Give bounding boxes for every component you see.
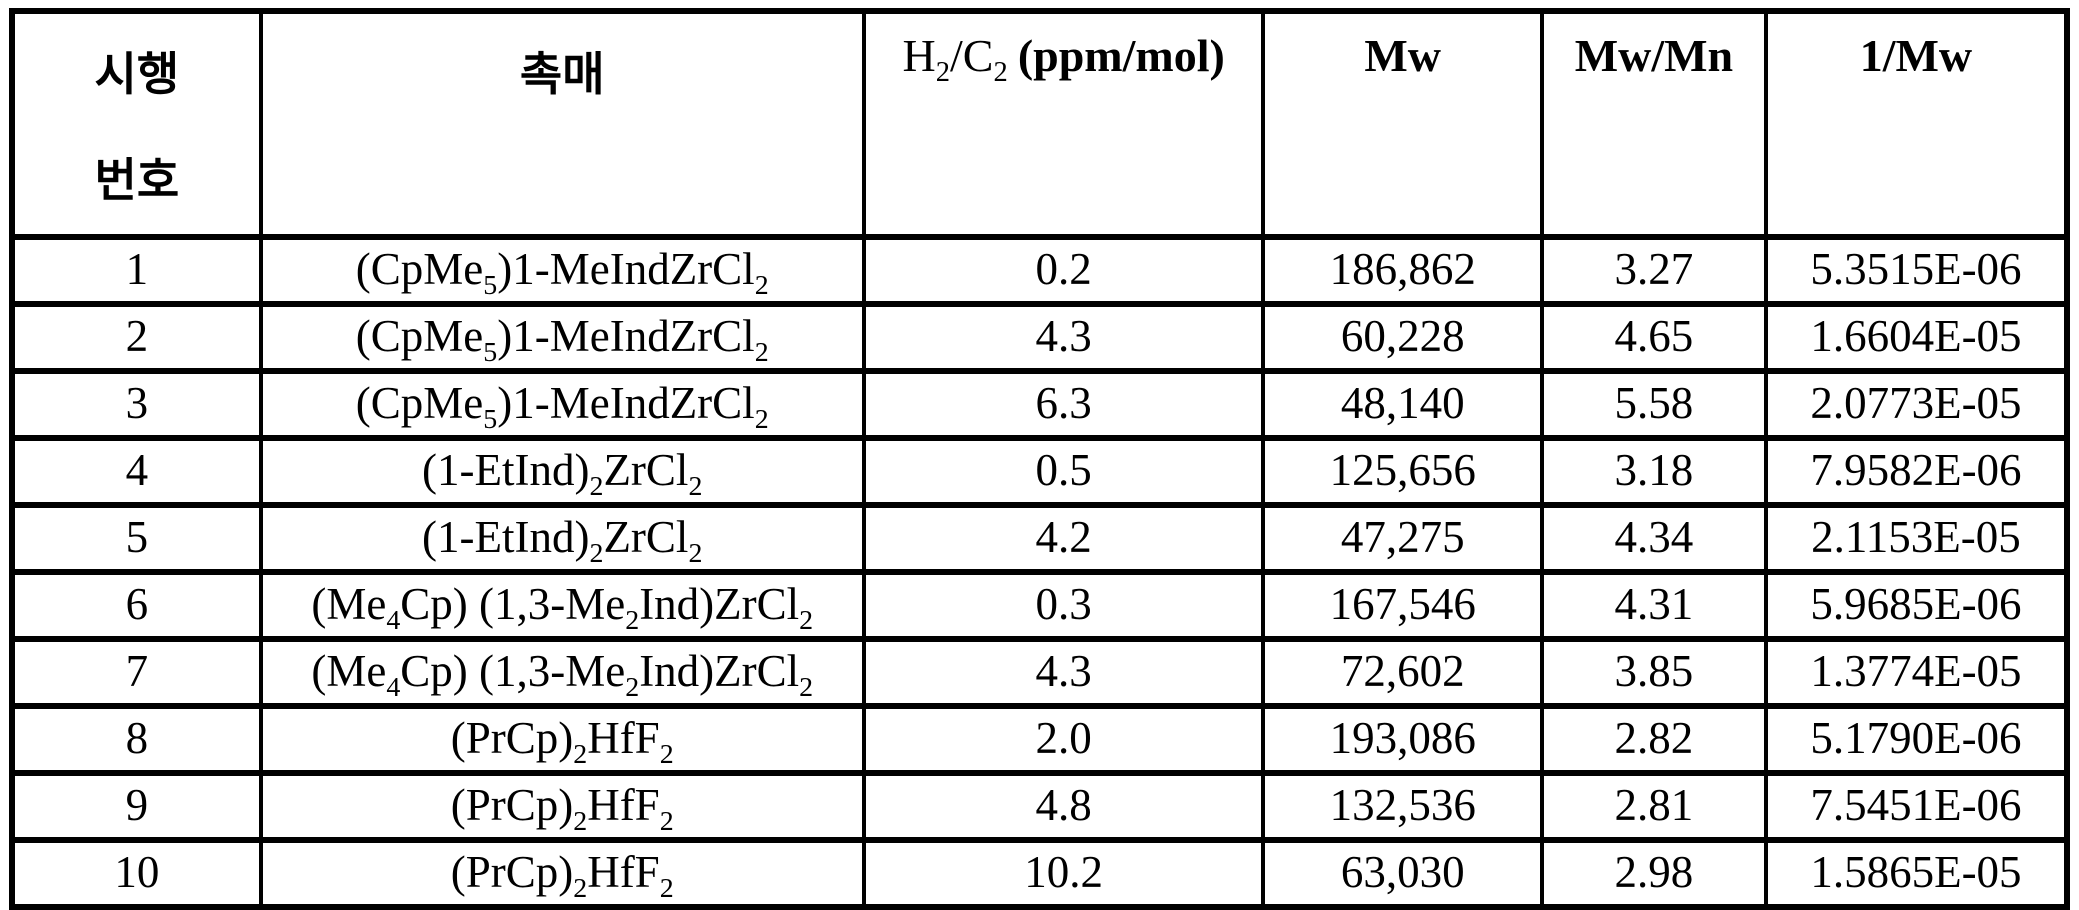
mw-cell: 132,536	[1261, 769, 1544, 843]
catalyst-cell: (PrCp)2HfF2	[258, 769, 866, 843]
run-number-cell: 10	[10, 836, 263, 910]
inv-mw-cell: 1.6604E-05	[1763, 300, 2070, 374]
inv-mw-cell: 5.1790E-06	[1763, 702, 2070, 776]
header-run-number: 시행 번호	[10, 8, 263, 240]
table-row: 8 (PrCp)2HfF2 2.0 193,086 2.82 5.1790E-06	[10, 702, 2070, 776]
h2c2-ratio-cell: 4.3	[861, 300, 1266, 374]
table-header-row: 시행 번호 촉매 H2/C2 (ppm/mol) Mw Mw/Mn 1/Mw	[10, 8, 2070, 240]
header-catalyst: 촉매	[258, 8, 866, 240]
mw-mn-cell: 4.31	[1539, 568, 1768, 642]
catalyst-cell: (1-EtInd)2ZrCl2	[258, 501, 866, 575]
catalyst-cell: (CpMe5)1-MeIndZrCl2	[258, 367, 866, 441]
mw-cell: 63,030	[1261, 836, 1544, 910]
run-number-cell: 9	[10, 769, 263, 843]
h2c2-ratio-cell: 0.3	[861, 568, 1266, 642]
header-h2c2-unit: (ppm/mol)	[1017, 30, 1225, 81]
table-row: 2 (CpMe5)1-MeIndZrCl2 4.3 60,228 4.65 1.6604E…	[10, 300, 2070, 374]
mw-mn-cell: 2.81	[1539, 769, 1768, 843]
h2c2-ratio-cell: 4.3	[861, 635, 1266, 709]
mw-mn-cell: 3.18	[1539, 434, 1768, 508]
run-number-cell: 1	[10, 233, 263, 307]
catalyst-cell: (PrCp)2HfF2	[258, 702, 866, 776]
table-row: 10 (PrCp)2HfF2 10.2 63,030 2.98 1.5865E-05	[10, 836, 2070, 910]
table-row: 6 (Me4Cp) (1,3-Me2Ind)ZrCl2 0.3 167,546 4.31…	[10, 568, 2070, 642]
h2c2-ratio-cell: 0.2	[861, 233, 1266, 307]
mw-mn-cell: 4.34	[1539, 501, 1768, 575]
inv-mw-cell: 5.3515E-06	[1763, 233, 2070, 307]
mw-mn-cell: 4.65	[1539, 300, 1768, 374]
catalyst-cell: (PrCp)2HfF2	[258, 836, 866, 910]
mw-cell: 167,546	[1261, 568, 1544, 642]
h2c2-ratio-cell: 2.0	[861, 702, 1266, 776]
mw-cell: 48,140	[1261, 367, 1544, 441]
inv-mw-cell: 5.9685E-06	[1763, 568, 2070, 642]
table-row: 9 (PrCp)2HfF2 4.8 132,536 2.81 7.5451E-06	[10, 769, 2070, 843]
h2c2-ratio-cell: 6.3	[861, 367, 1266, 441]
table-header: 시행 번호 촉매 H2/C2 (ppm/mol) Mw Mw/Mn 1/Mw	[10, 8, 2070, 240]
document-page: 시행 번호 촉매 H2/C2 (ppm/mol) Mw Mw/Mn 1/Mw 1 (C…	[9, 8, 2070, 910]
header-mw-mn: Mw/Mn	[1539, 8, 1768, 240]
mw-cell: 186,862	[1261, 233, 1544, 307]
inv-mw-cell: 1.5865E-05	[1763, 836, 2070, 910]
inv-mw-cell: 2.1153E-05	[1763, 501, 2070, 575]
header-inv-mw: 1/Mw	[1763, 8, 2070, 240]
inv-mw-cell: 7.5451E-06	[1763, 769, 2070, 843]
header-mw: Mw	[1261, 8, 1544, 240]
table-row: 1 (CpMe5)1-MeIndZrCl2 0.2 186,862 3.27 5.3515…	[10, 233, 2070, 307]
catalyst-cell: (1-EtInd)2ZrCl2	[258, 434, 866, 508]
mw-cell: 125,656	[1261, 434, 1544, 508]
mw-mn-cell: 2.98	[1539, 836, 1768, 910]
mw-cell: 193,086	[1261, 702, 1544, 776]
mw-mn-cell: 2.82	[1539, 702, 1768, 776]
mw-cell: 72,602	[1261, 635, 1544, 709]
h2c2-ratio-cell: 4.2	[861, 501, 1266, 575]
mw-cell: 60,228	[1261, 300, 1544, 374]
header-h2c2-formula: H2/C2	[902, 30, 1008, 89]
table-body: 1 (CpMe5)1-MeIndZrCl2 0.2 186,862 3.27 5.3515…	[10, 233, 2070, 910]
inv-mw-cell: 2.0773E-05	[1763, 367, 2070, 441]
table-row: 3 (CpMe5)1-MeIndZrCl2 6.3 48,140 5.58 2.0773E…	[10, 367, 2070, 441]
run-number-cell: 8	[10, 702, 263, 776]
inv-mw-cell: 1.3774E-05	[1763, 635, 2070, 709]
run-number-cell: 2	[10, 300, 263, 374]
catalyst-cell: (Me4Cp) (1,3-Me2Ind)ZrCl2	[258, 568, 866, 642]
catalyst-cell: (CpMe5)1-MeIndZrCl2	[258, 233, 866, 307]
mw-cell: 47,275	[1261, 501, 1544, 575]
inv-mw-cell: 7.9582E-06	[1763, 434, 2070, 508]
catalyst-cell: (CpMe5)1-MeIndZrCl2	[258, 300, 866, 374]
mw-mn-cell: 5.58	[1539, 367, 1768, 441]
header-h2c2-ratio: H2/C2 (ppm/mol)	[861, 8, 1266, 240]
h2c2-ratio-cell: 0.5	[861, 434, 1266, 508]
run-number-cell: 3	[10, 367, 263, 441]
h2c2-ratio-cell: 10.2	[861, 836, 1266, 910]
table-row: 7 (Me4Cp) (1,3-Me2Ind)ZrCl2 4.3 72,602 3.85 1…	[10, 635, 2070, 709]
catalyst-results-table: 시행 번호 촉매 H2/C2 (ppm/mol) Mw Mw/Mn 1/Mw 1 (C…	[9, 8, 2070, 910]
table-row: 4 (1-EtInd)2ZrCl2 0.5 125,656 3.18 7.9582E-06	[10, 434, 2070, 508]
catalyst-cell: (Me4Cp) (1,3-Me2Ind)ZrCl2	[258, 635, 866, 709]
mw-mn-cell: 3.85	[1539, 635, 1768, 709]
run-number-cell: 5	[10, 501, 263, 575]
mw-mn-cell: 3.27	[1539, 233, 1768, 307]
run-number-cell: 7	[10, 635, 263, 709]
run-number-cell: 4	[10, 434, 263, 508]
h2c2-ratio-cell: 4.8	[861, 769, 1266, 843]
table-row: 5 (1-EtInd)2ZrCl2 4.2 47,275 4.34 2.1153E-05	[10, 501, 2070, 575]
run-number-cell: 6	[10, 568, 263, 642]
